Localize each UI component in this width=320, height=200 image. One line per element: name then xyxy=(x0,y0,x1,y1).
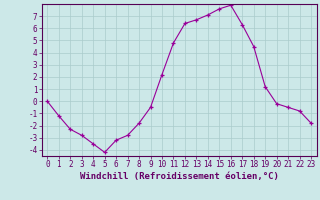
X-axis label: Windchill (Refroidissement éolien,°C): Windchill (Refroidissement éolien,°C) xyxy=(80,172,279,181)
